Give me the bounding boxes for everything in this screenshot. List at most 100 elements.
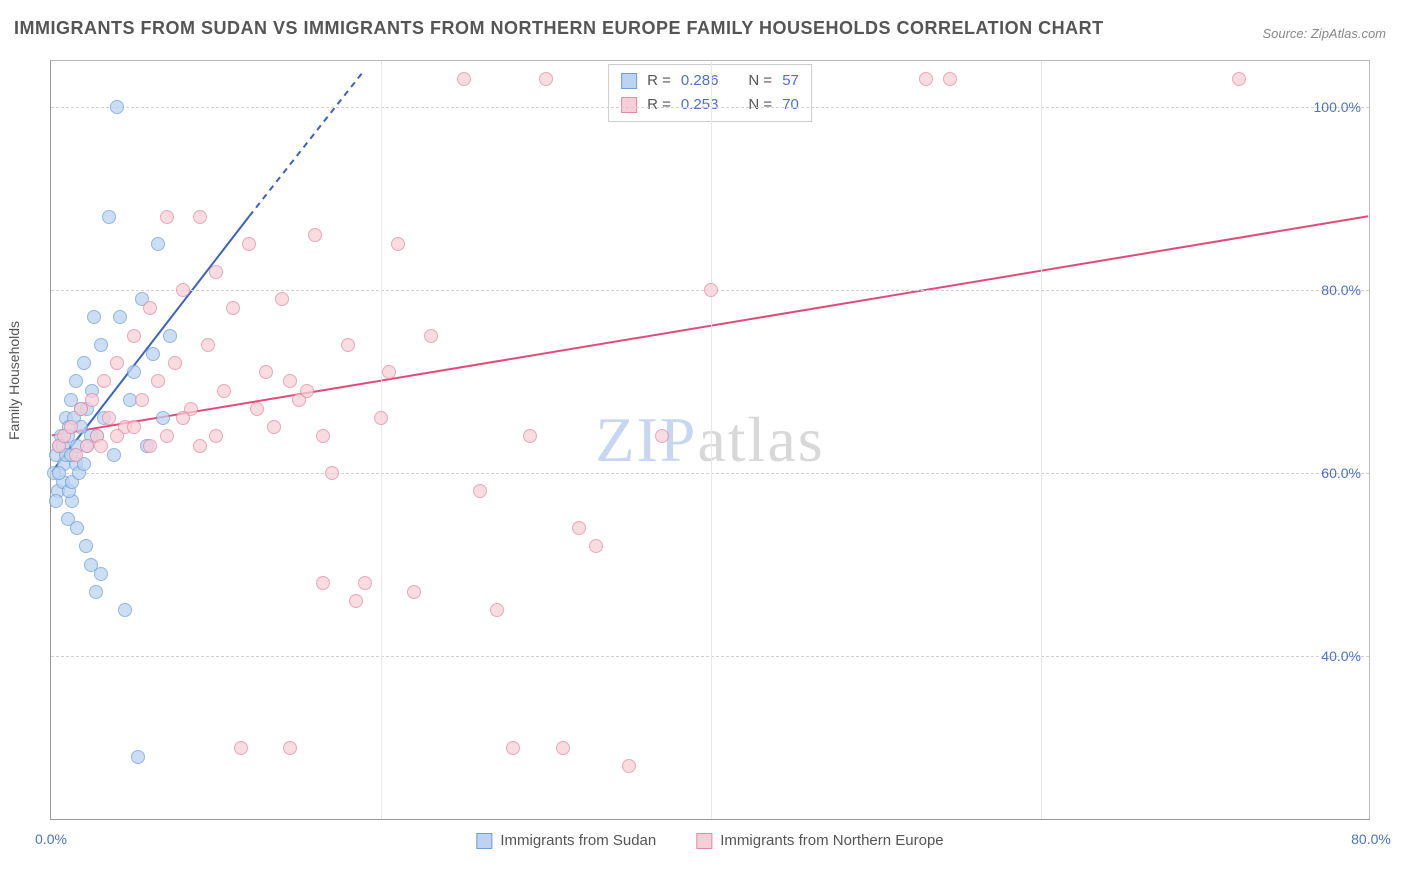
data-point-neur [943,72,957,86]
data-point-sudan [107,448,121,462]
data-point-neur [1232,72,1246,86]
data-point-neur [622,759,636,773]
gridline-h [51,656,1369,657]
data-point-neur [704,283,718,297]
data-point-sudan [79,539,93,553]
watermark: ZIPatlas [595,403,824,477]
correlation-legend: R = 0.286 N = 57R = 0.253 N = 70 [608,64,812,122]
data-point-neur [283,741,297,755]
trend-lines-layer [51,61,1369,819]
data-point-neur [308,228,322,242]
data-point-neur [110,356,124,370]
watermark-atlas: atlas [697,404,824,475]
data-point-neur [176,411,190,425]
gridline-v [711,61,712,819]
data-point-neur [69,448,83,462]
trendline-dashed-sudan [249,70,364,216]
data-point-neur [267,420,281,434]
data-point-neur [316,429,330,443]
data-point-neur [300,384,314,398]
data-point-neur [919,72,933,86]
data-point-neur [160,210,174,224]
data-point-sudan [70,521,84,535]
data-point-neur [176,283,190,297]
data-point-neur [523,429,537,443]
y-axis-label: Family Households [6,321,22,440]
data-point-neur [341,338,355,352]
data-point-neur [572,521,586,535]
data-point-neur [85,393,99,407]
n-label: N = [748,93,772,117]
data-point-sudan [69,374,83,388]
data-point-sudan [89,585,103,599]
data-point-neur [209,429,223,443]
data-point-sudan [52,466,66,480]
legend-swatch [621,97,637,113]
data-point-neur [127,420,141,434]
plot-area: ZIPatlas R =0.286N =57R =0.253N =70 Immi… [50,60,1370,820]
chart-title: IMMIGRANTS FROM SUDAN VS IMMIGRANTS FROM… [14,18,1104,39]
data-point-sudan [146,347,160,361]
x-tick-label: 0.0% [35,831,67,847]
data-point-sudan [49,494,63,508]
data-point-sudan [94,338,108,352]
y-tick-label: 40.0% [1321,648,1361,664]
data-point-neur [234,741,248,755]
data-point-sudan [113,310,127,324]
data-point-neur [358,576,372,590]
data-point-sudan [77,356,91,370]
data-point-sudan [87,310,101,324]
source-attribution: Source: ZipAtlas.com [1262,26,1386,41]
gridline-v [1041,61,1042,819]
r-label: R = [647,93,671,117]
data-point-sudan [110,100,124,114]
data-point-neur [242,237,256,251]
n-value: 70 [782,93,799,117]
gridline-h [51,107,1369,108]
r-label: R = [647,69,671,93]
data-point-neur [102,411,116,425]
n-value: 57 [782,69,799,93]
y-tick-label: 100.0% [1314,99,1361,115]
data-point-neur [316,576,330,590]
data-point-sudan [118,603,132,617]
legend-stat-row-neur: R = 0.253 N = 70 [621,93,799,117]
data-point-neur [391,237,405,251]
data-point-sudan [151,237,165,251]
data-point-neur [209,265,223,279]
legend-stat-row-sudan: R =0.286N =57 [621,69,799,93]
legend-label: Immigrants from Northern Europe [720,832,943,849]
watermark-zip: ZIP [595,404,697,475]
data-point-neur [143,439,157,453]
data-point-neur [135,393,149,407]
gridline-v [381,61,382,819]
data-point-neur [110,429,124,443]
data-point-neur [325,466,339,480]
data-point-neur [259,365,273,379]
data-point-neur [250,402,264,416]
legend-item-neur: Immigrants from Northern Europe [696,832,943,849]
data-point-sudan [127,365,141,379]
data-point-sudan [156,411,170,425]
data-point-sudan [163,329,177,343]
data-point-neur [374,411,388,425]
r-value: 0.253 [681,93,719,117]
data-point-neur [473,484,487,498]
data-point-neur [457,72,471,86]
data-point-neur [424,329,438,343]
data-point-neur [74,402,88,416]
data-point-neur [94,439,108,453]
data-point-neur [143,301,157,315]
data-point-neur [226,301,240,315]
data-point-neur [490,603,504,617]
r-value: 0.286 [681,69,719,93]
data-point-neur [539,72,553,86]
data-point-neur [127,329,141,343]
legend-swatch [476,833,492,849]
data-point-neur [168,356,182,370]
data-point-neur [160,429,174,443]
data-point-neur [275,292,289,306]
data-point-sudan [131,750,145,764]
legend-swatch [696,833,712,849]
y-tick-label: 80.0% [1321,282,1361,298]
